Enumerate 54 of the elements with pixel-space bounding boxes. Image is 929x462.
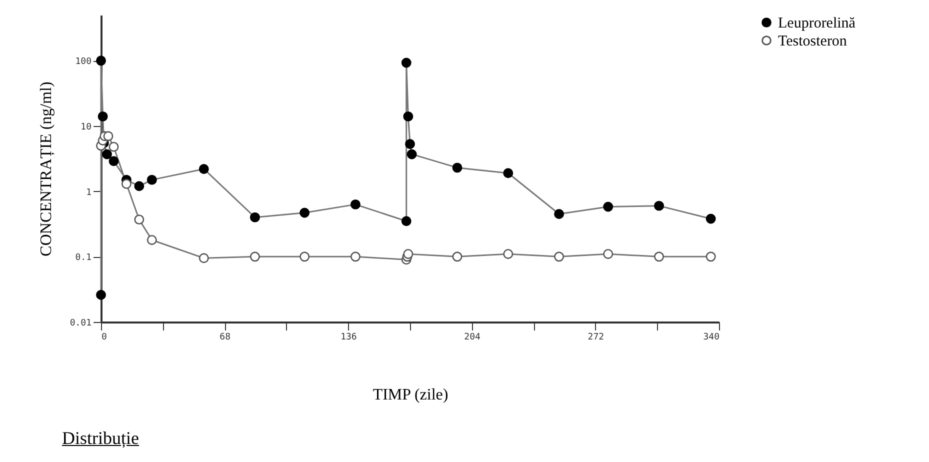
point [134,214,144,225]
y-tick-label: 1 [86,188,92,198]
point [706,214,716,224]
point [654,200,664,211]
point [401,216,412,226]
point [250,252,260,262]
point [401,58,412,68]
x-tick-label: 340 [703,332,720,342]
point [300,208,310,218]
point [146,235,157,245]
x-tick-label: 136 [340,332,357,342]
point [706,252,716,262]
point [96,290,106,300]
point [350,252,360,262]
y-tick-label: 0.01 [70,318,92,328]
point [503,248,514,259]
point [603,248,614,259]
point [102,149,112,160]
point [250,212,260,222]
y-axis-title: CONCENTRAȚIE (ng/ml) [38,82,55,256]
point [96,56,106,66]
point [98,111,108,122]
point [198,164,209,174]
point [554,209,564,219]
x-tick-label: 204 [464,332,480,342]
text: Distribuție [62,428,139,449]
point [121,178,132,189]
point [350,199,360,210]
point [554,252,564,262]
y-tick-label: 100 [75,57,92,68]
point [452,162,462,173]
point [300,252,310,262]
x-axis-title: TIMP (zile) [372,386,448,404]
point [603,202,614,212]
y-tick-label: 10 [80,122,92,132]
point [406,149,417,160]
point [654,252,664,262]
point [405,139,415,149]
point [146,174,157,185]
point [108,142,119,152]
point [134,181,144,192]
x-tick-label: 68 [220,332,231,342]
point [108,156,119,166]
point [198,253,209,264]
point [403,111,414,122]
point [452,252,462,262]
x-tick-label: 0 [102,332,107,342]
point [103,131,114,142]
legend-label: Testosteron [778,34,848,50]
x-tick-label: 272 [588,332,604,342]
y-tick-label: 0.1 [75,253,92,264]
point [403,248,414,259]
point [503,168,514,178]
legend-label: Leuprorelină [778,16,856,32]
